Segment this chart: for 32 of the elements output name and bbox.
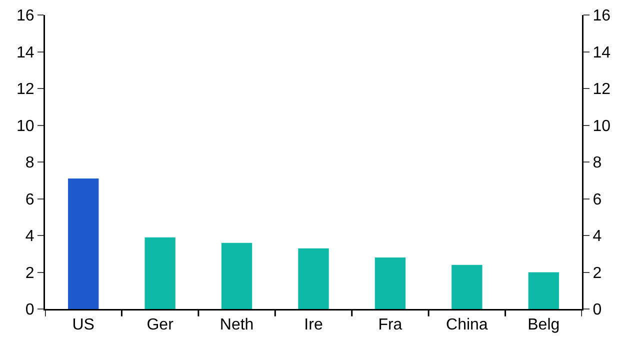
y-tick-label: 12 bbox=[16, 81, 34, 98]
y2-tick-label: 16 bbox=[592, 8, 611, 25]
y2-tick-label: 8 bbox=[592, 154, 602, 172]
x-tick-label: Fra bbox=[378, 316, 402, 334]
x-tick-label: Belg bbox=[528, 316, 560, 334]
bar bbox=[221, 242, 252, 309]
x-tick-label: Ire bbox=[304, 316, 323, 334]
y-tick-label: 4 bbox=[25, 228, 34, 246]
y-tick-label: 10 bbox=[16, 118, 34, 135]
y2-tick-label: 0 bbox=[592, 302, 602, 319]
y-tick-label: 2 bbox=[25, 264, 34, 282]
x-tick-label: Neth bbox=[220, 316, 254, 334]
y-tick-label: 0 bbox=[25, 302, 34, 319]
bar bbox=[144, 237, 176, 309]
y-tick-label: 16 bbox=[16, 8, 34, 25]
y-tick-label: 6 bbox=[25, 191, 34, 208]
bar bbox=[298, 248, 329, 309]
y2-tick-label: 10 bbox=[592, 118, 611, 135]
y2-tick-label: 12 bbox=[592, 81, 611, 98]
bar bbox=[452, 264, 482, 309]
y2-tick-label: 2 bbox=[592, 264, 602, 282]
y-tick-label: 8 bbox=[25, 154, 34, 172]
x-tick-label: Ger bbox=[146, 316, 174, 334]
y-tick-label: 14 bbox=[16, 44, 34, 62]
bar bbox=[374, 258, 406, 309]
y2-tick-label: 4 bbox=[592, 228, 602, 246]
y2-tick-label: 14 bbox=[592, 44, 611, 62]
bar bbox=[528, 272, 559, 309]
x-tick-label: China bbox=[446, 316, 488, 334]
x-tick-label: US bbox=[72, 316, 94, 334]
y2-tick-label: 6 bbox=[592, 191, 602, 208]
bar bbox=[68, 178, 99, 309]
